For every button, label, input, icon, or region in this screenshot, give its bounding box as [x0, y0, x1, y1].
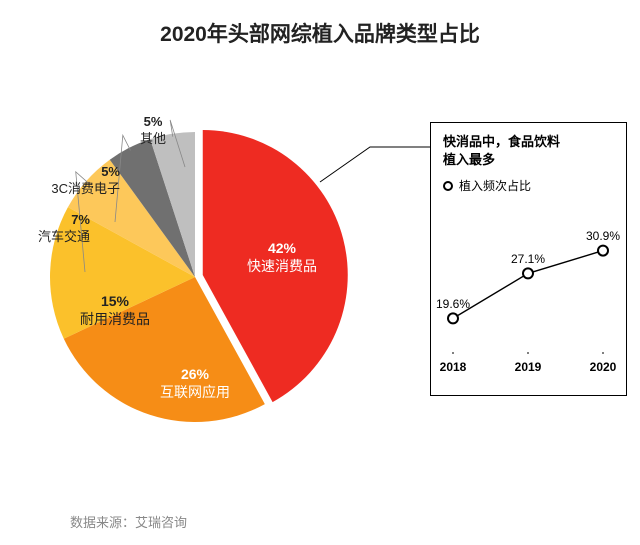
x-tick: 2018 [440, 360, 467, 374]
chart-title: 2020年头部网综植入品牌类型占比 [0, 0, 640, 62]
x-tick: 2020 [590, 360, 617, 374]
slice-label-durable: 15% 耐用消费品 [80, 292, 150, 328]
line-marker [448, 314, 458, 324]
point-value: 30.9% [586, 229, 620, 243]
line-chart: 201820192020 19.6%27.1%30.9% [443, 204, 613, 389]
legend-marker-icon [443, 181, 453, 191]
slice-label-auto: 7% 汽车交通 [30, 212, 90, 246]
point-value: 19.6% [436, 297, 470, 311]
chart-content: 42% 快速消费品 26% 互联网应用 15% 耐用消费品 7% 汽车交通 5%… [0, 62, 640, 502]
point-value: 27.1% [511, 252, 545, 266]
callout-legend: 植入频次占比 [443, 177, 614, 194]
x-tick: 2019 [515, 360, 542, 374]
slice-label-internet: 26% 互联网应用 [160, 365, 230, 401]
slice-label-3c: 5% 3C消费电子 [40, 164, 120, 198]
callout-title: 快消品中，食品饮料 植入最多 [443, 133, 614, 169]
line-marker [523, 269, 533, 279]
slice-label-other: 5% 其他 [140, 114, 166, 148]
data-source: 数据来源：艾瑞咨询 [70, 512, 187, 531]
callout-panel: 快消品中，食品饮料 植入最多 植入频次占比 2018 2019 2020 19.6%… [430, 122, 627, 396]
slice-label-fastcg: 42% 快速消费品 [247, 239, 317, 275]
pie-chart: 42% 快速消费品 26% 互联网应用 15% 耐用消费品 7% 汽车交通 5%… [0, 62, 390, 502]
line-marker [598, 246, 608, 256]
